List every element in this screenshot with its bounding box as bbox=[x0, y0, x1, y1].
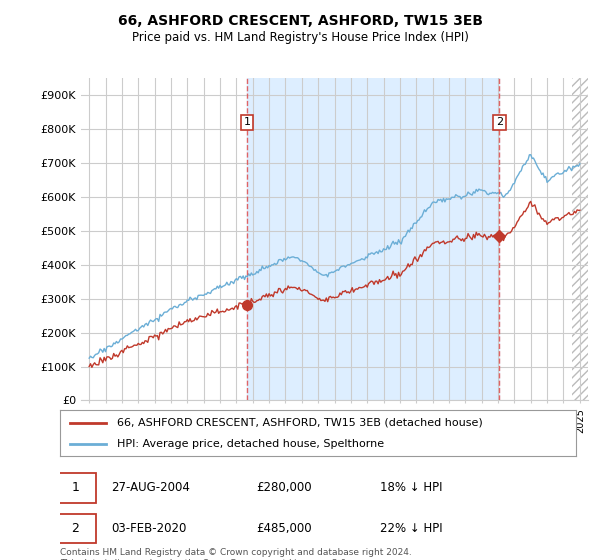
Text: 66, ASHFORD CRESCENT, ASHFORD, TW15 3EB: 66, ASHFORD CRESCENT, ASHFORD, TW15 3EB bbox=[118, 14, 482, 28]
Text: HPI: Average price, detached house, Spelthorne: HPI: Average price, detached house, Spel… bbox=[117, 439, 384, 449]
Bar bbox=[572, 78, 588, 400]
Text: £280,000: £280,000 bbox=[256, 482, 312, 494]
Text: Contains HM Land Registry data © Crown copyright and database right 2024.
This d: Contains HM Land Registry data © Crown c… bbox=[60, 548, 412, 560]
Text: 22% ↓ HPI: 22% ↓ HPI bbox=[380, 522, 443, 535]
Text: 1: 1 bbox=[71, 482, 79, 494]
Bar bbox=[247, 78, 499, 400]
Text: 03-FEB-2020: 03-FEB-2020 bbox=[112, 522, 187, 535]
FancyBboxPatch shape bbox=[55, 473, 96, 503]
Text: £485,000: £485,000 bbox=[256, 522, 312, 535]
Text: 1: 1 bbox=[244, 118, 251, 128]
Text: 2: 2 bbox=[71, 522, 79, 535]
Text: 27-AUG-2004: 27-AUG-2004 bbox=[112, 482, 190, 494]
Text: 2: 2 bbox=[496, 118, 503, 128]
Text: Price paid vs. HM Land Registry's House Price Index (HPI): Price paid vs. HM Land Registry's House … bbox=[131, 31, 469, 44]
Text: 66, ASHFORD CRESCENT, ASHFORD, TW15 3EB (detached house): 66, ASHFORD CRESCENT, ASHFORD, TW15 3EB … bbox=[117, 418, 482, 428]
FancyBboxPatch shape bbox=[55, 514, 96, 543]
Bar bbox=[572, 78, 588, 400]
Text: 18% ↓ HPI: 18% ↓ HPI bbox=[380, 482, 442, 494]
